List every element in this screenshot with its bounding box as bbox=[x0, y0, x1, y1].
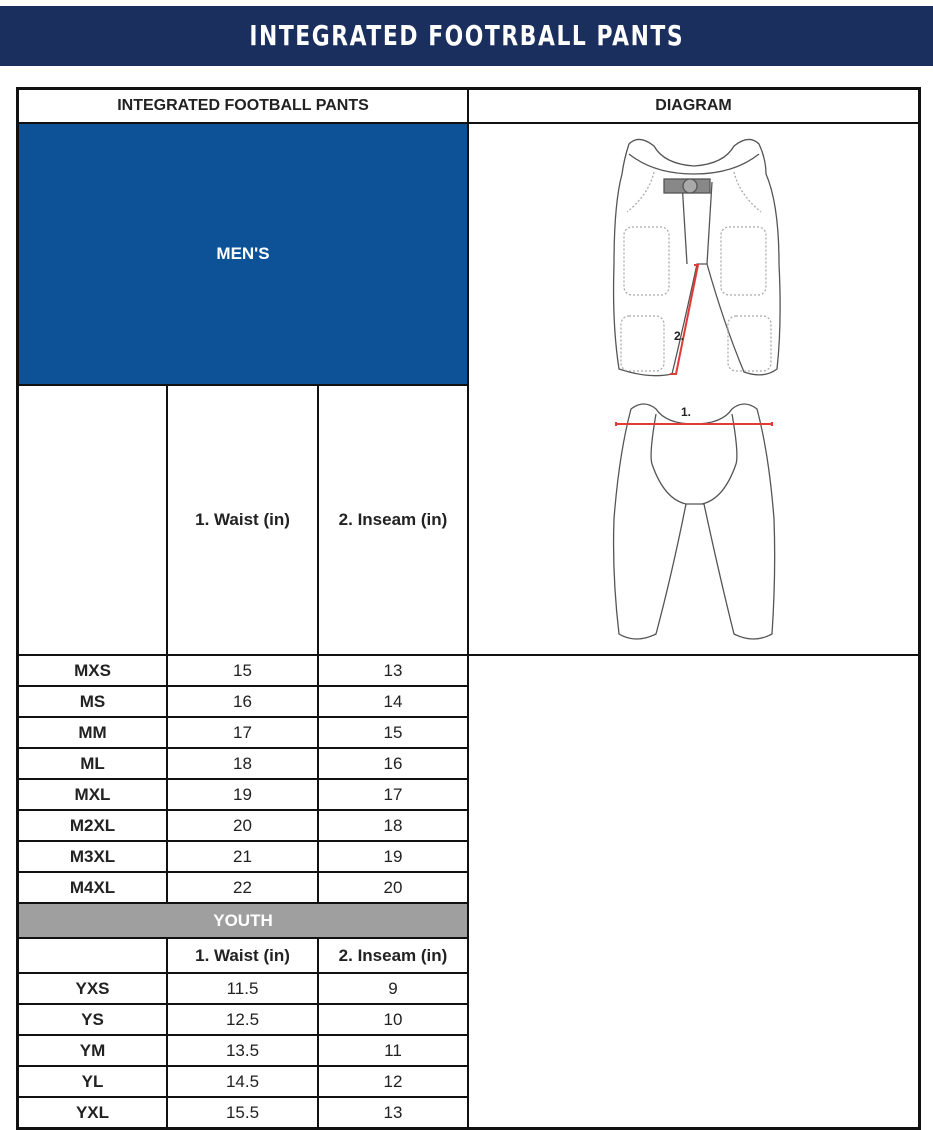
inseam-cell: 11 bbox=[317, 1034, 469, 1067]
waist-measure-line bbox=[614, 422, 773, 426]
waist-cell: 21 bbox=[166, 840, 319, 873]
inseam-cell: 10 bbox=[317, 1003, 469, 1036]
size-cell: YL bbox=[16, 1065, 168, 1098]
inseam-column-header: 2. Inseam (in) bbox=[317, 384, 469, 656]
size-column-header bbox=[16, 384, 168, 656]
pants-diagram-illustration bbox=[612, 138, 781, 640]
diagram-header: DIAGRAM bbox=[467, 87, 921, 124]
table-row: M2XL 20 18 bbox=[16, 809, 920, 842]
youth-column-headers: 1. Waist (in) 2. Inseam (in) bbox=[16, 937, 920, 974]
inseam-cell: 9 bbox=[317, 972, 469, 1005]
inseam-cell: 18 bbox=[317, 809, 469, 842]
table-row: MS 16 14 bbox=[16, 685, 920, 718]
table-row: MXS 15 13 bbox=[16, 654, 920, 687]
size-cell: M4XL bbox=[16, 871, 168, 904]
inseam-cell: 16 bbox=[317, 747, 469, 780]
inseam-cell: 13 bbox=[317, 1096, 469, 1130]
size-cell: MXS bbox=[16, 654, 168, 687]
waist-cell: 15.5 bbox=[166, 1096, 319, 1130]
inseam-column-header: 2. Inseam (in) bbox=[317, 937, 469, 974]
size-cell: M3XL bbox=[16, 840, 168, 873]
waist-column-header: 1. Waist (in) bbox=[166, 384, 319, 656]
banner-title: INTEGRATED FOOTRBALL PANTS bbox=[249, 19, 684, 52]
inseam-cell: 20 bbox=[317, 871, 469, 904]
waist-cell: 18 bbox=[166, 747, 319, 780]
size-cell: YM bbox=[16, 1034, 168, 1067]
mens-column-headers: 1. Waist (in) 2. Inseam (in) bbox=[16, 384, 920, 656]
waist-marker: 1. bbox=[681, 405, 692, 419]
waist-cell: 20 bbox=[166, 809, 319, 842]
waist-cell: 13.5 bbox=[166, 1034, 319, 1067]
inseam-marker: 2. bbox=[674, 329, 685, 343]
size-cell: M2XL bbox=[16, 809, 168, 842]
table-row: YM 13.5 11 bbox=[16, 1034, 920, 1067]
inseam-cell: 19 bbox=[317, 840, 469, 873]
waist-cell: 14.5 bbox=[166, 1065, 319, 1098]
inseam-cell: 17 bbox=[317, 778, 469, 811]
size-chart-table: INTEGRATED FOOTBALL PANTS DIAGRAM MEN'S … bbox=[16, 87, 921, 1130]
size-column-header bbox=[16, 937, 168, 974]
pants-diagram: 2. 1. bbox=[467, 122, 921, 656]
inseam-cell: 12 bbox=[317, 1065, 469, 1098]
youth-section-header: YOUTH bbox=[16, 902, 469, 939]
inseam-cell: 13 bbox=[317, 654, 469, 687]
waist-cell: 22 bbox=[166, 871, 319, 904]
size-cell: MXL bbox=[16, 778, 168, 811]
waist-cell: 16 bbox=[166, 685, 319, 718]
table-row: M4XL 22 20 bbox=[16, 871, 920, 904]
size-cell: MS bbox=[16, 685, 168, 718]
waist-column-header: 1. Waist (in) bbox=[166, 937, 319, 974]
page-banner: INTEGRATED FOOTRBALL PANTS bbox=[0, 6, 933, 66]
table-row: M3XL 21 19 bbox=[16, 840, 920, 873]
table-title: INTEGRATED FOOTBALL PANTS bbox=[16, 87, 469, 124]
table-row: MXL 19 17 bbox=[16, 778, 920, 811]
size-cell: YXL bbox=[16, 1096, 168, 1130]
size-cell: YS bbox=[16, 1003, 168, 1036]
inseam-cell: 14 bbox=[317, 685, 469, 718]
table-row: YS 12.5 10 bbox=[16, 1003, 920, 1036]
table-row: YL 14.5 12 bbox=[16, 1065, 920, 1098]
inseam-measure-line bbox=[669, 264, 699, 375]
table-row: YXL 15.5 13 bbox=[16, 1096, 920, 1130]
table-row: MM 17 15 bbox=[16, 716, 920, 749]
waist-cell: 12.5 bbox=[166, 1003, 319, 1036]
size-cell: ML bbox=[16, 747, 168, 780]
waist-cell: 17 bbox=[166, 716, 319, 749]
mens-section-header: MEN'S bbox=[16, 121, 469, 387]
size-cell: MM bbox=[16, 716, 168, 749]
size-cell: YXS bbox=[16, 972, 168, 1005]
waist-cell: 19 bbox=[166, 778, 319, 811]
table-row: ML 18 16 bbox=[16, 747, 920, 780]
waist-cell: 15 bbox=[166, 654, 319, 687]
inseam-cell: 15 bbox=[317, 716, 469, 749]
table-row: YXS 11.5 9 bbox=[16, 972, 920, 1005]
waist-cell: 11.5 bbox=[166, 972, 319, 1005]
